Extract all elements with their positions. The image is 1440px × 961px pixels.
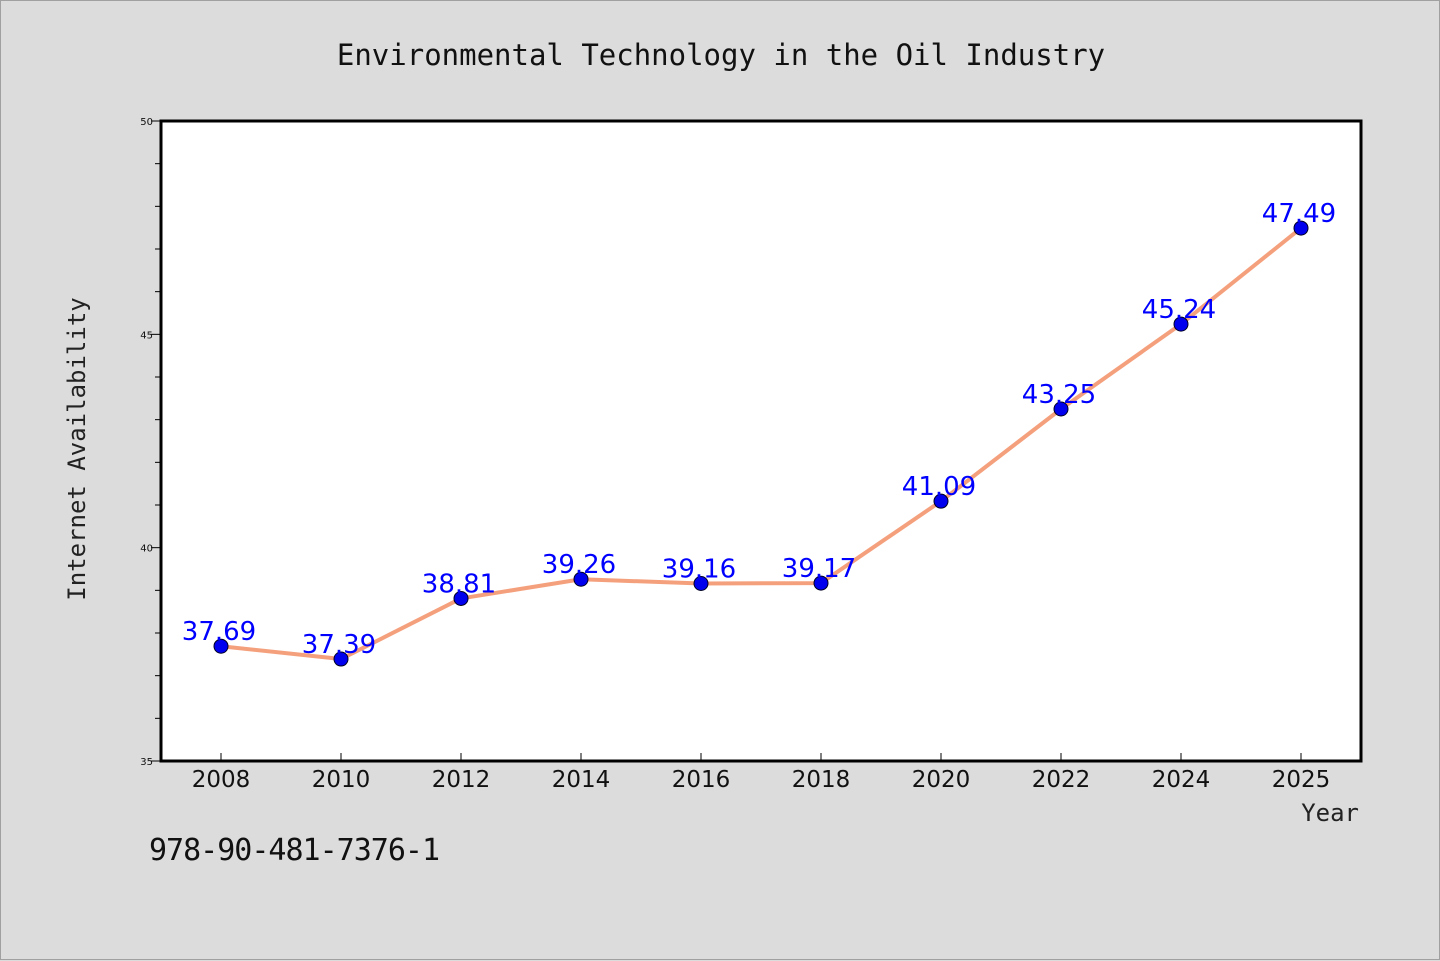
data-label: 41.09 (902, 472, 976, 502)
data-point (213, 638, 229, 654)
x-tick-label: 2010 (312, 767, 371, 793)
x-tick-label: 2020 (912, 767, 971, 793)
y-tick-label: 45 (140, 330, 153, 341)
y-tick-label: 35 (140, 757, 153, 768)
data-label: 37.39 (302, 630, 376, 660)
x-tick-label: 2018 (792, 767, 851, 793)
data-point (1053, 401, 1069, 417)
x-axis: 2008 2010 2012 2014 2016 2018 2020 2022 2024 2025 (192, 753, 1331, 793)
y-tick-label: 50 (140, 117, 153, 128)
data-label: 39.17 (782, 554, 856, 584)
x-tick-label: 2022 (1032, 767, 1091, 793)
y-axis-label: Internet Availability (63, 297, 91, 600)
data-point (453, 590, 469, 606)
data-point (813, 575, 829, 591)
x-tick-label: 2016 (672, 767, 731, 793)
data-label: 43.25 (1022, 380, 1096, 410)
y-axis: 35 40 45 50 (140, 117, 161, 768)
data-label: 37.69 (182, 617, 256, 647)
data-point (573, 571, 589, 587)
plot-area (159, 119, 1363, 763)
series-line (219, 226, 1303, 662)
x-axis-label: Year (1301, 799, 1359, 827)
data-label: 39.16 (662, 555, 736, 585)
x-tick-label: 2012 (432, 767, 491, 793)
data-point (333, 651, 349, 667)
series-line-group (213, 220, 1309, 667)
data-label: 47.49 (1262, 199, 1336, 229)
data-point (1173, 316, 1189, 332)
chart-title: Environmental Technology in the Oil Indu… (337, 38, 1105, 72)
data-label: 39.26 (542, 550, 616, 580)
isbn-text: 978-90-481-7376-1 (149, 833, 440, 868)
x-tick-label: 2014 (552, 767, 611, 793)
data-labels: 37.69 37.39 38.81 39.26 39.16 39.17 41.09 43.25… (182, 199, 1336, 660)
y-tick-label: 40 (140, 544, 153, 555)
data-point (693, 576, 709, 592)
data-point (933, 493, 949, 509)
data-label: 45.24 (1142, 295, 1216, 325)
data-label: 38.81 (422, 569, 496, 599)
x-tick-label: 2024 (1152, 767, 1211, 793)
data-point (1293, 220, 1309, 236)
x-tick-label: 2025 (1272, 767, 1331, 793)
x-tick-label: 2008 (192, 767, 251, 793)
